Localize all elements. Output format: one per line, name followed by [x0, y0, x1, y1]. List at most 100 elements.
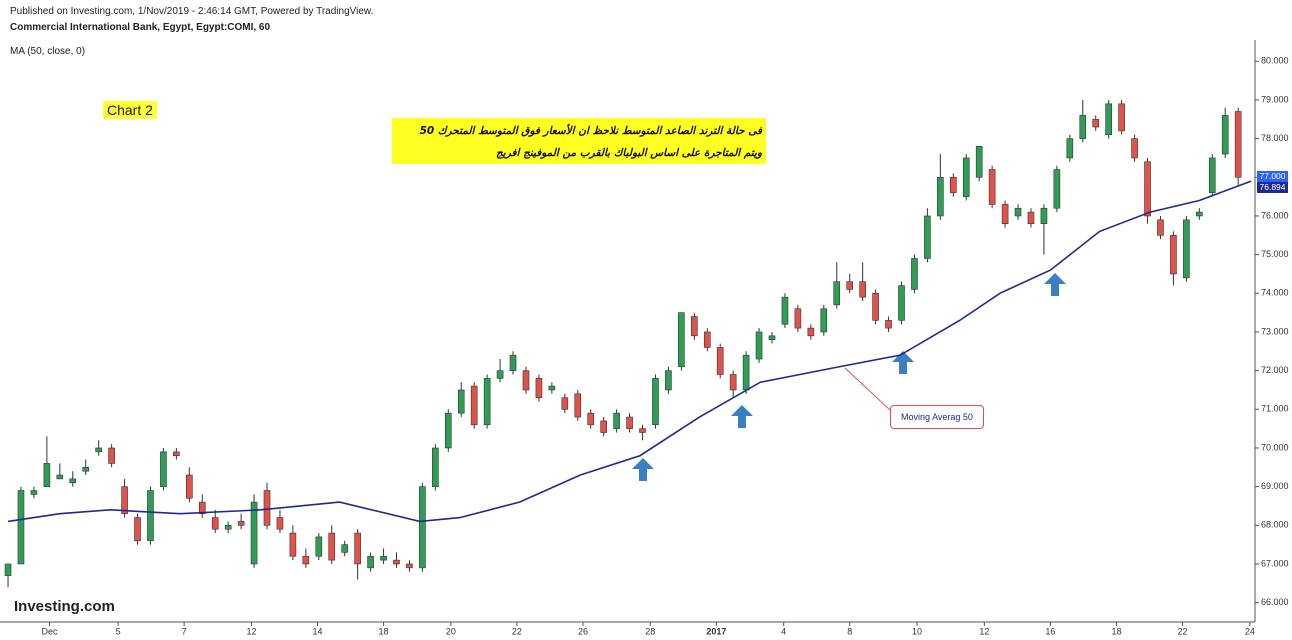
candle-body	[807, 327, 815, 337]
candle-body	[393, 559, 400, 565]
x-tick-label: 26	[578, 626, 588, 636]
candle-body	[1118, 103, 1125, 132]
candle-body	[470, 385, 478, 426]
candle-body	[1144, 161, 1151, 217]
candle-body	[302, 555, 310, 565]
y-tick-label: 78.000	[1261, 133, 1289, 143]
candle-body	[859, 281, 866, 298]
candle-body	[962, 157, 970, 197]
candle-body	[1092, 118, 1100, 128]
candle-body	[173, 451, 180, 457]
candle-body	[833, 281, 841, 306]
candle-body	[509, 354, 517, 371]
candle-body	[43, 463, 51, 487]
candle-body	[263, 490, 271, 526]
candle-body	[924, 215, 931, 259]
candle-body	[1208, 157, 1216, 194]
callout-line	[844, 367, 891, 411]
candle-body	[95, 447, 102, 453]
candle-body	[69, 478, 77, 484]
candle-body	[768, 335, 776, 341]
candle-body	[691, 316, 698, 337]
candle-body	[639, 428, 646, 433]
x-tick-label: 7	[182, 626, 187, 636]
y-tick-label: 70.000	[1261, 442, 1289, 452]
candle-body	[885, 320, 892, 329]
candle-body	[289, 532, 297, 557]
x-tick-label: 12	[246, 626, 256, 636]
arrow	[731, 405, 753, 428]
y-tick-label: 80.000	[1261, 56, 1289, 66]
candle-body	[406, 563, 413, 569]
x-tick-label: 18	[1111, 626, 1121, 636]
candle-body	[4, 563, 12, 576]
x-tick-label: 16	[1045, 626, 1055, 636]
candle-body	[82, 467, 90, 472]
candle-body	[367, 555, 374, 569]
y-tick-label: 66.000	[1261, 597, 1289, 607]
candle-body	[729, 374, 737, 391]
candle-body	[17, 490, 25, 565]
y-tick-label: 73.000	[1261, 326, 1289, 336]
candle-body	[846, 281, 854, 290]
candle-body	[457, 389, 465, 414]
candle-body	[678, 312, 685, 368]
candle-body	[419, 486, 426, 569]
candle-body	[535, 378, 543, 399]
candle-body	[1066, 138, 1074, 159]
x-tick-label: 18	[379, 626, 389, 636]
candle-body	[147, 490, 154, 542]
y-tick-label: 67.000	[1261, 558, 1289, 568]
x-tick-label: 28	[645, 626, 655, 636]
last-price-label: 77.000	[1257, 171, 1288, 183]
candle-body	[354, 532, 361, 565]
chart-label: Chart 2	[103, 101, 157, 119]
candle-body	[1234, 111, 1242, 178]
y-tick-label: 69.000	[1261, 481, 1289, 491]
candle-body	[250, 501, 258, 565]
arrow	[632, 458, 654, 481]
y-tick-label: 74.000	[1261, 288, 1289, 298]
y-tick-label: 75.000	[1261, 249, 1289, 259]
candle-body	[380, 555, 387, 561]
x-tick-label: 20	[446, 626, 456, 636]
annotation-text: ويتم المتاجرة على اساس البولباك بالقرب م…	[496, 147, 762, 159]
y-tick-label: 79.000	[1261, 94, 1289, 104]
x-tick-label: 12	[979, 626, 989, 636]
y-tick-label: 68.000	[1261, 520, 1289, 530]
candle-body	[237, 521, 245, 526]
candle-body	[561, 397, 569, 410]
candle-body	[496, 370, 504, 379]
candle-body	[937, 176, 944, 217]
candle-body	[522, 370, 530, 391]
candle-body	[872, 292, 879, 321]
candle-body	[574, 393, 582, 418]
y-tick-label: 72.000	[1261, 365, 1289, 375]
x-tick-label: 4	[781, 626, 786, 636]
candle-body	[108, 447, 115, 464]
candle-body	[665, 370, 672, 391]
candle-body	[1040, 207, 1048, 224]
indicator-label: MA (50, close, 0)	[10, 46, 86, 57]
arrow	[1044, 273, 1066, 296]
x-tick-label: 22	[1177, 626, 1187, 636]
candle-body	[716, 347, 724, 375]
candle-body	[1196, 211, 1203, 217]
x-tick-label: 2017	[706, 626, 726, 636]
x-tick-label: 24	[1245, 626, 1255, 636]
candle-body	[186, 474, 193, 499]
annotation-box: فى حالة الترند الصاعد المتوسط نلاحظ ان ا…	[392, 118, 766, 164]
x-tick-label: 10	[912, 626, 922, 636]
candle-body	[1157, 219, 1164, 236]
y-tick-label: 76.000	[1261, 210, 1289, 220]
header-line: Commercial International Bank, Egypt, Eg…	[10, 22, 271, 33]
candle-body	[134, 517, 141, 542]
candle-body	[820, 308, 828, 333]
candle-body	[198, 501, 206, 515]
candle-body	[1105, 103, 1112, 136]
candle-body	[211, 517, 219, 530]
candle-body	[988, 169, 996, 205]
header-line: Published on Investing.com, 1/Nov/2019 -…	[10, 6, 374, 17]
y-tick-label: 71.000	[1261, 404, 1289, 414]
